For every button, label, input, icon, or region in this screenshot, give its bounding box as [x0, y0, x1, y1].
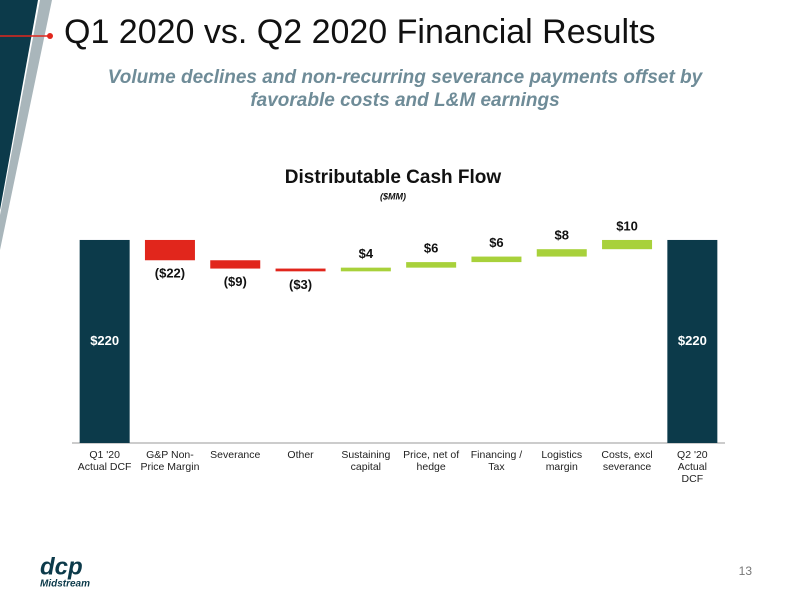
- value-label: $6: [489, 235, 503, 250]
- bar: [471, 256, 522, 263]
- x-tick-label: Sustaining capital: [341, 449, 391, 473]
- slide-title: Q1 2020 vs. Q2 2020 Financial Results: [64, 13, 656, 51]
- bar: [536, 249, 587, 257]
- decor-stripe: [0, 0, 52, 250]
- value-label: ($9): [224, 274, 247, 289]
- value-label: $220: [678, 333, 707, 348]
- bar: [340, 267, 391, 272]
- x-tick-label: Severance: [210, 449, 261, 461]
- decor-stripe: [0, 0, 38, 210]
- logo-tagline: Midstream: [40, 579, 90, 590]
- logo: dcp: [40, 553, 83, 580]
- x-tick-label: Financing / Tax: [470, 449, 523, 473]
- value-label: $8: [555, 228, 569, 243]
- bar: [275, 268, 326, 272]
- x-tick-label: Logistics margin: [541, 449, 583, 473]
- value-label: $220: [90, 333, 119, 348]
- page-number: 13: [739, 564, 753, 578]
- bar: [406, 262, 457, 268]
- x-tick-label: G&P Non-Price Margin: [140, 449, 200, 473]
- value-label: $4: [359, 246, 374, 261]
- x-tick-label: Costs, excl severance: [601, 449, 653, 473]
- title-dot: [47, 33, 53, 39]
- bar: [210, 260, 261, 269]
- bar: [79, 239, 130, 443]
- x-tick-label: Q1 '20 Actual DCF: [77, 449, 132, 473]
- chart-subtitle: ($MM): [380, 191, 406, 201]
- chart-title: Distributable Cash Flow: [285, 167, 502, 188]
- bar: [144, 239, 195, 261]
- x-tick-label: Q2 '20 Actual DCF: [677, 449, 708, 485]
- bar: [667, 239, 718, 443]
- value-label: ($22): [155, 266, 185, 281]
- value-label: $10: [616, 218, 638, 233]
- value-label: $6: [424, 241, 438, 256]
- value-label: ($3): [289, 277, 312, 292]
- x-tick-label: Other: [287, 449, 314, 461]
- bar: [602, 239, 653, 250]
- subtitle-box: Volume declines and non-recurring severa…: [107, 67, 703, 111]
- slide-subtitle: Volume declines and non-recurring severa…: [107, 67, 703, 111]
- x-tick-label: Price, net of hedge: [403, 449, 460, 473]
